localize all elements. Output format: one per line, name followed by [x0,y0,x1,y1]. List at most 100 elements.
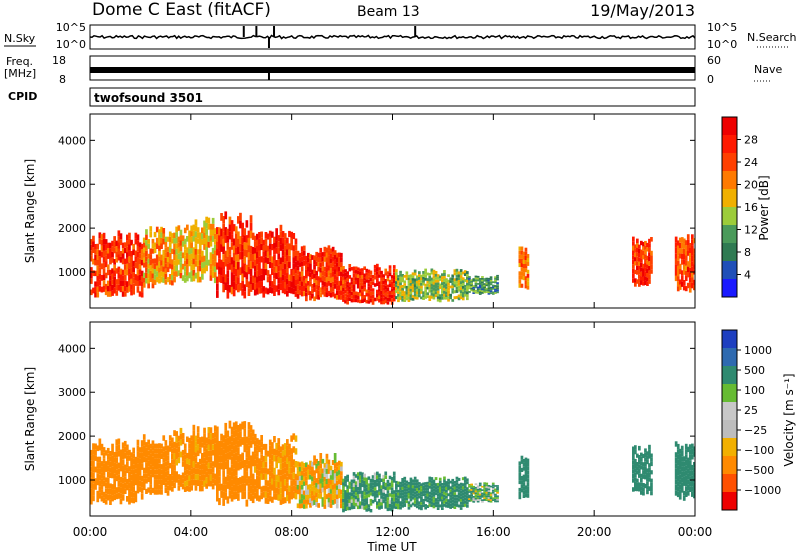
echo-cell [638,274,641,279]
echo-cell [674,236,678,243]
echo-cell [298,462,302,467]
echo-cell [98,444,102,451]
echo-cell [92,241,95,248]
echo-cell [226,496,230,504]
echo-cell [138,475,142,481]
echo-cell [352,475,356,480]
echo-cell [162,451,166,458]
echo-cell [162,435,166,441]
echo-cell [317,276,320,281]
echo-cell [682,456,686,462]
echo-cell [359,486,362,491]
echo-cell [305,278,308,284]
echo-cell [121,471,125,478]
echo-cell [686,479,690,485]
echo-cell [638,473,641,478]
echo-cell [430,477,434,481]
echo-cell [476,487,480,489]
echo-cell [350,489,354,493]
echo-cell [390,285,394,289]
echo-cell [451,496,455,500]
echo-cell [296,489,300,495]
echo-cell [481,283,484,285]
echo-cell [382,274,385,278]
echo-cell [494,278,497,280]
echo-cell [432,269,436,273]
echo-cell [262,485,266,492]
echo-cell [371,489,375,493]
echo-cell [121,489,125,495]
echo-cell [413,476,417,480]
echo-cell [449,280,452,283]
echo-cell [405,486,409,489]
echo-cell [277,289,281,296]
echo-cell [371,298,375,302]
echo-cell [126,269,129,276]
echo-cell [234,226,238,234]
echo-cell [181,263,185,270]
echo-cell [218,258,221,267]
echo-cell [365,487,369,492]
y-tick-label: 2000 [58,222,86,235]
echo-cell [264,262,268,270]
echo-cell [166,480,170,486]
echo-cell [177,247,181,254]
echo-cell [224,227,228,235]
echo-cell [201,239,204,245]
echo-cell [369,492,373,496]
echo-cell [268,482,272,490]
echo-cell [286,261,289,268]
echo-cell [340,276,343,281]
echo-cell [674,270,678,276]
echo-cell [251,261,255,269]
echo-cell [155,469,159,475]
echo-cell [198,475,202,481]
echo-cell [216,471,219,479]
echo-cell [136,240,140,246]
echo-cell [134,256,138,263]
echo-cell [688,252,692,258]
echo-cell [386,500,390,505]
echo-cell [321,256,325,262]
echo-cell [296,461,300,467]
echo-cell [407,487,411,491]
echo-cell [126,263,129,270]
echo-cell [160,254,163,261]
echo-cell [317,479,320,485]
echo-cell [426,484,430,488]
echo-cell [489,283,493,286]
echo-cell [109,456,112,462]
echo-cell [441,288,444,291]
echo-cell [315,256,318,262]
echo-cell [463,494,467,498]
echo-cell [119,280,123,287]
echo-cell [397,288,400,292]
echo-cell [466,501,469,505]
echo-cell [329,484,333,490]
echo-cell [181,472,185,479]
echo-cell [522,482,526,487]
echo-cell [128,262,131,269]
echo-cell [522,272,526,277]
echo-cell [472,279,476,282]
echo-cell [228,224,232,232]
echo-cell [445,481,448,484]
echo-cell [256,469,259,476]
echo-cell [333,468,337,474]
colorbar-swatch [722,330,737,348]
echo-cell [650,461,653,467]
echo-cell [436,293,440,297]
echo-cell [361,271,364,276]
echo-cell [487,289,491,292]
echo-cell [354,295,358,299]
echo-cell [413,272,417,276]
echo-cell [319,252,323,258]
echo-cell [459,490,463,494]
echo-cell [192,461,196,468]
echo-cell [258,262,261,269]
echo-cell [218,440,221,448]
echo-cell [218,469,221,477]
echo-cell [268,489,272,496]
echo-cell [243,467,247,476]
